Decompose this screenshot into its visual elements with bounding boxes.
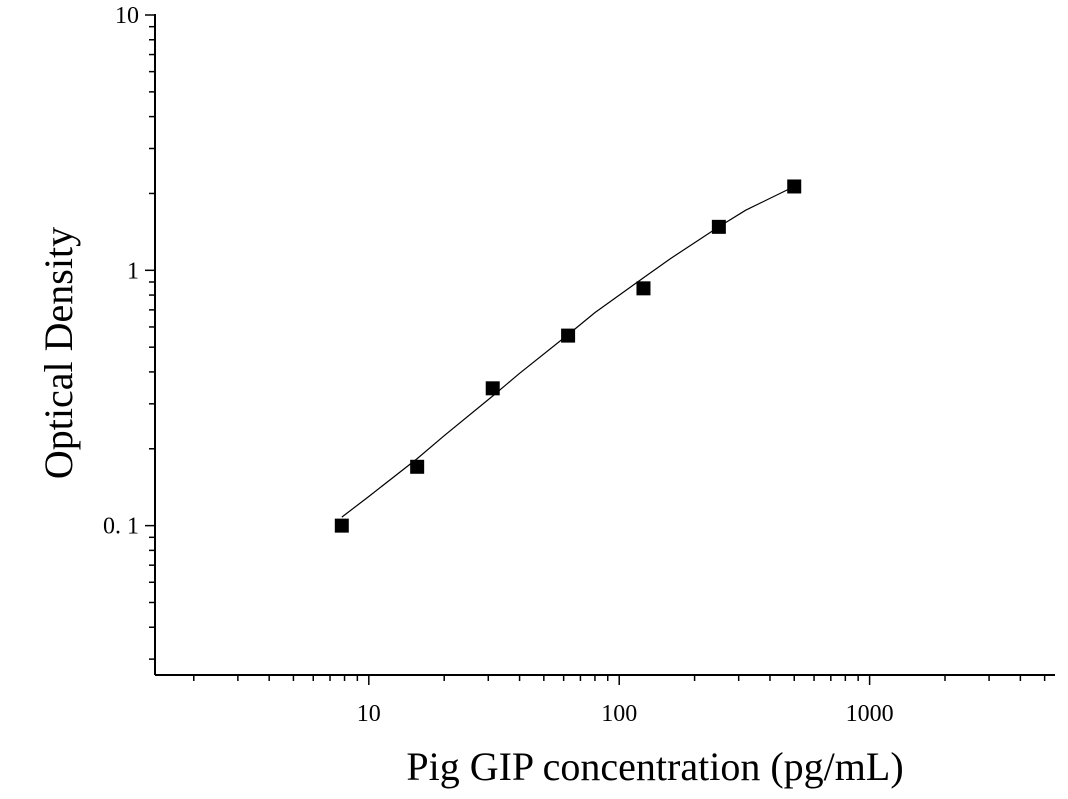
data-points (334, 179, 802, 533)
data-point (636, 281, 651, 296)
x-tick-label: 10 (357, 701, 381, 727)
data-point (410, 459, 425, 474)
x-axis-title: Pig GIP concentration (pg/mL) (406, 744, 903, 789)
data-point (561, 328, 576, 343)
fit-curve (341, 185, 795, 518)
x-tick-label: 100 (601, 701, 637, 727)
y-tick-label: 1 (127, 258, 139, 284)
data-point (334, 518, 349, 533)
x-axis-ticks: 10 100 1000 (193, 675, 1046, 727)
y-tick-label: 10 (115, 3, 139, 29)
data-point (787, 179, 802, 194)
y-axis-title: Optical Density (36, 227, 81, 479)
y-tick-label: 0. 1 (103, 514, 139, 540)
data-point (485, 381, 500, 396)
data-point (711, 219, 726, 234)
x-tick-label: 1000 (846, 701, 894, 727)
y-axis-ticks: 0. 1 1 10 (103, 3, 155, 660)
